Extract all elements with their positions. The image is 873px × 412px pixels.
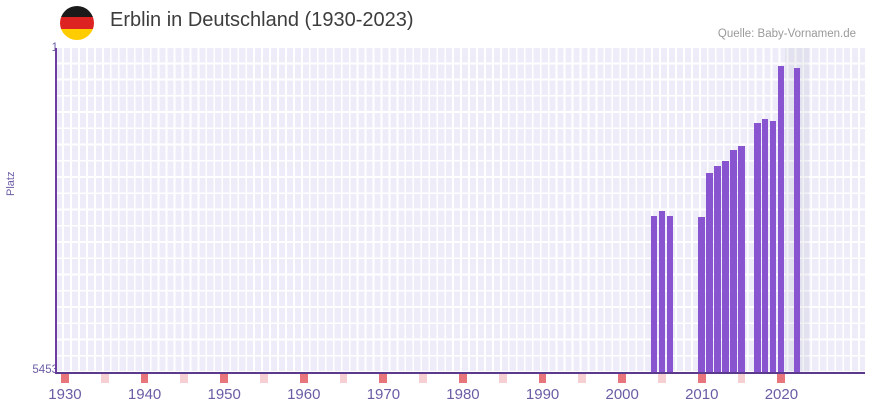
x-axis-tick-label-2010: 2010 xyxy=(685,386,719,403)
horizontal-gridlines xyxy=(56,48,865,373)
x-axis-tick-label-1930: 1930 xyxy=(48,386,82,403)
x-axis-tick-label-1940: 1940 xyxy=(127,386,162,403)
x-axis-tick-label-1970: 1970 xyxy=(366,386,401,403)
y-axis-top-tick-label: 1 xyxy=(52,42,58,54)
x-axis-tick-label-1960: 1960 xyxy=(287,386,321,403)
x-tick-2000 xyxy=(618,374,627,383)
bar-2013[interactable] xyxy=(722,161,729,373)
x-tick-1970 xyxy=(379,374,388,383)
bar-2006[interactable] xyxy=(666,216,673,373)
x-tick-1950 xyxy=(220,374,229,383)
x-axis-labels: 1930 1940 1950 1960 1970 1980 1990 2000 2010 2020 xyxy=(48,386,865,408)
chart-header: Erblin in Deutschland (1930-2023) Quelle… xyxy=(0,0,873,46)
x-tick-2010 xyxy=(697,374,706,383)
x-tick-2015 xyxy=(737,374,746,383)
bar-2018[interactable] xyxy=(762,119,769,373)
german-flag-icon xyxy=(60,6,94,40)
x-axis-tick-label-1950: 1950 xyxy=(207,386,241,403)
x-axis-line xyxy=(56,372,865,374)
source-attribution: Quelle: Baby-Vornamen.de xyxy=(717,28,856,40)
x-tick-1960 xyxy=(299,374,308,383)
x-axis-tick-label-1980: 1980 xyxy=(446,386,480,403)
y-axis-label: Platz xyxy=(5,171,17,196)
page-title: Erblin in Deutschland (1930-2023) xyxy=(110,9,414,31)
x-tick-1940 xyxy=(140,374,149,383)
bar-2014[interactable] xyxy=(730,150,737,373)
x-tick-1990 xyxy=(538,374,547,383)
x-axis-tick-label-2020: 2020 xyxy=(764,386,799,403)
x-tick-1930 xyxy=(61,374,69,383)
x-tick-1965 xyxy=(339,374,348,383)
plot-area xyxy=(56,48,865,373)
bar-2017[interactable] xyxy=(754,123,761,373)
bar-2012[interactable] xyxy=(714,166,721,373)
x-axis-tick-label-2000: 2000 xyxy=(605,386,639,403)
bar-2004[interactable] xyxy=(650,216,658,373)
bar-2010[interactable] xyxy=(698,217,705,373)
y-axis-line xyxy=(55,48,57,374)
bar-2019[interactable] xyxy=(770,121,777,373)
bar-2005[interactable] xyxy=(658,211,665,373)
x-tick-2005 xyxy=(658,374,666,383)
x-axis-ticks xyxy=(56,374,865,383)
x-tick-1955 xyxy=(260,374,268,383)
bar-2022[interactable] xyxy=(793,68,801,373)
x-tick-1945 xyxy=(180,374,189,383)
x-axis-tick-label-1990: 1990 xyxy=(525,386,560,403)
x-tick-1975 xyxy=(419,374,428,383)
x-tick-1985 xyxy=(498,374,507,383)
bar-2015[interactable] xyxy=(738,146,745,373)
x-tick-1935 xyxy=(100,374,109,383)
bar-2020[interactable] xyxy=(778,66,785,373)
x-tick-2020 xyxy=(777,374,786,383)
y-axis-bottom-tick-label: 5453 xyxy=(32,364,58,376)
x-tick-1980 xyxy=(459,374,467,383)
bar-2011[interactable] xyxy=(706,173,713,373)
x-tick-1995 xyxy=(578,374,587,383)
